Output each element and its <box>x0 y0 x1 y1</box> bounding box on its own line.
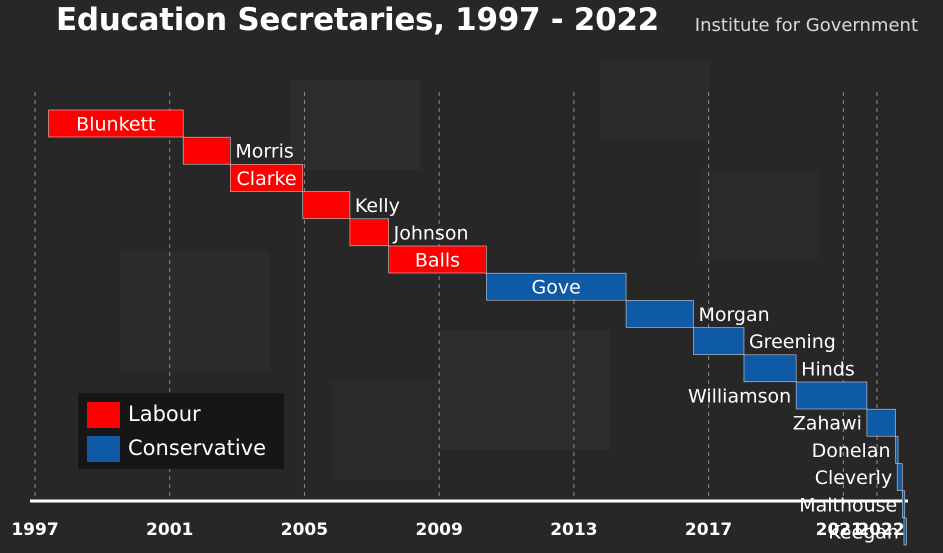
page-title: Education Secretaries, 1997 - 2022 <box>56 2 659 38</box>
legend-label-conservative: Conservative <box>128 436 267 460</box>
bar-blunkett <box>48 109 184 138</box>
bar-label-williamson: Williamson <box>688 386 791 408</box>
legend-swatch-labour <box>87 402 120 428</box>
bar-malthouse <box>901 490 906 519</box>
bar-label-balls: Balls <box>415 250 460 272</box>
bar-label-johnson: Johnson <box>393 222 469 244</box>
bar-kelly <box>302 191 351 219</box>
x-tick-label-1997: 1997 <box>11 520 58 540</box>
legend: Labour Conservative <box>78 393 284 469</box>
legend-label-labour: Labour <box>128 402 201 426</box>
x-tick-label-2001: 2001 <box>146 520 193 540</box>
bar-williamson <box>795 381 868 410</box>
bar-label-morgan: Morgan <box>698 304 769 326</box>
bar-label-zahawi: Zahawi <box>793 413 862 435</box>
bar-label-kelly: Kelly <box>355 195 400 217</box>
bar-label-gove: Gove <box>532 277 581 299</box>
bar-label-greening: Greening <box>749 331 836 353</box>
bar-label-cleverly: Cleverly <box>815 467 893 489</box>
bar-labels: Blunkett Morris Clarke Kelly Johnson Balls Gov… <box>76 114 899 544</box>
bar-morgan <box>625 300 694 328</box>
x-tick-label-2013: 2013 <box>550 520 597 540</box>
bar-clarke <box>230 164 304 192</box>
bar-greening <box>693 327 745 355</box>
x-tick-label-2005: 2005 <box>281 520 328 540</box>
bar-label-donelan: Donelan <box>812 440 891 462</box>
bar-keegan <box>903 517 907 546</box>
source-label: Institute for Government <box>694 15 918 36</box>
bar-donelan <box>895 436 899 464</box>
bar-label-clarke: Clarke <box>237 168 297 190</box>
bar-label-morris: Morris <box>235 141 293 163</box>
x-tick-label-2021: 2021 <box>816 520 863 540</box>
bar-cleverly <box>896 463 903 491</box>
x-tick-label-2022: 2022 <box>857 520 904 540</box>
bar-label-hinds: Hinds <box>801 358 855 380</box>
bars <box>48 109 907 546</box>
bar-hinds <box>743 354 797 383</box>
bar-zahawi <box>866 408 896 437</box>
x-tick-label-2017: 2017 <box>685 520 732 540</box>
bar-balls <box>388 245 487 274</box>
x-tick-label-2009: 2009 <box>415 520 462 540</box>
bar-johnson <box>349 218 389 247</box>
legend-swatch-conservative <box>87 436 120 462</box>
bar-morris <box>182 136 231 165</box>
bar-label-keegan: Keegan <box>828 522 899 544</box>
bar-label-malthouse: Malthouse <box>799 494 897 516</box>
bar-label-blunkett: Blunkett <box>76 114 155 136</box>
bar-gove <box>486 272 627 301</box>
